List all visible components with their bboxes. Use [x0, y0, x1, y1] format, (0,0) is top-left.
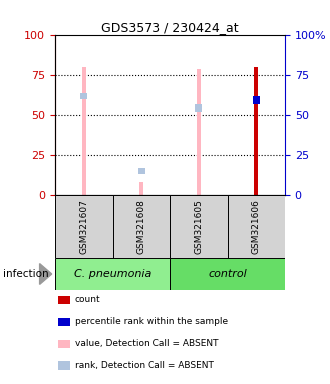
Text: GSM321608: GSM321608: [137, 199, 146, 254]
FancyBboxPatch shape: [170, 195, 227, 258]
Bar: [138, 168, 145, 174]
FancyBboxPatch shape: [55, 258, 170, 290]
FancyBboxPatch shape: [55, 195, 113, 258]
Bar: [139, 182, 143, 195]
Text: value, Detection Call = ABSENT: value, Detection Call = ABSENT: [75, 339, 218, 348]
Text: GSM321605: GSM321605: [194, 199, 203, 254]
Text: control: control: [208, 269, 247, 279]
Text: percentile rank within the sample: percentile rank within the sample: [75, 318, 228, 326]
Bar: [253, 96, 260, 104]
Text: GSM321607: GSM321607: [79, 199, 88, 254]
FancyBboxPatch shape: [170, 258, 285, 290]
Text: count: count: [75, 296, 100, 305]
FancyArrow shape: [40, 263, 52, 285]
Text: GSM321606: GSM321606: [252, 199, 261, 254]
Bar: [195, 104, 202, 112]
Text: rank, Detection Call = ABSENT: rank, Detection Call = ABSENT: [75, 361, 214, 370]
Bar: [254, 67, 258, 195]
Title: GDS3573 / 230424_at: GDS3573 / 230424_at: [101, 21, 239, 34]
Bar: [197, 69, 201, 195]
FancyBboxPatch shape: [113, 195, 170, 258]
FancyBboxPatch shape: [227, 195, 285, 258]
Bar: [82, 67, 86, 195]
Bar: [80, 93, 87, 99]
Text: infection: infection: [3, 269, 49, 279]
Text: C. pneumonia: C. pneumonia: [74, 269, 151, 279]
